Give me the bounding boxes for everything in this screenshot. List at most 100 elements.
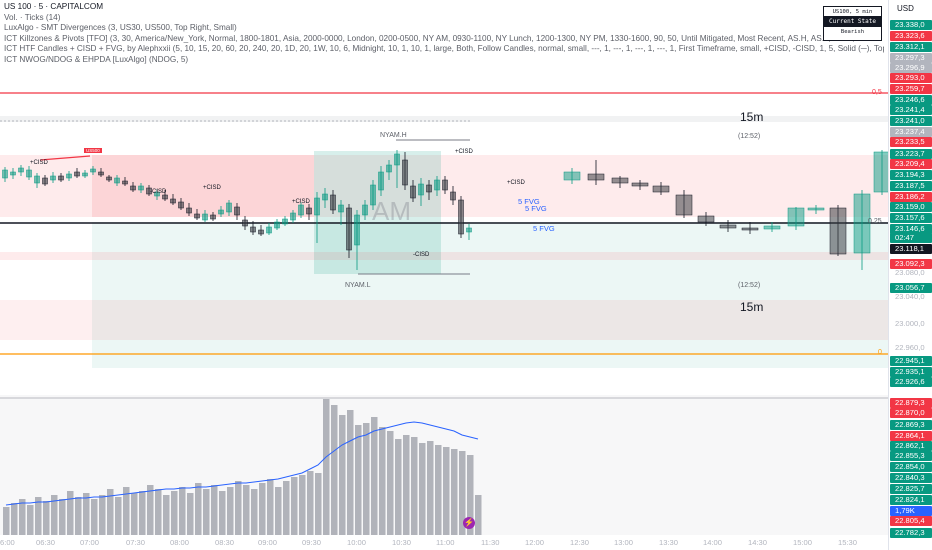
price-axis-label: 23.080,0: [895, 268, 925, 277]
htf-candle-body: [652, 185, 670, 193]
legend-smt[interactable]: LuxAlgo - SMT Divergences (3, US30, US50…: [4, 23, 237, 33]
candle-body: [290, 212, 296, 221]
price-axis-label: 23.040,0: [895, 292, 925, 301]
price-axis-label: 22.945,1: [890, 356, 932, 366]
volume-bar: [379, 427, 386, 535]
smt-panel-header: US100, 5 min: [824, 7, 881, 17]
price-axis-label: 22.855,3: [890, 451, 932, 461]
volume-ma-line: [5, 421, 479, 506]
volume-bar: [203, 489, 210, 535]
candle-body: [298, 204, 304, 216]
htf-candle-body: [611, 177, 629, 184]
price-axis-label: 23.223,7: [890, 149, 932, 159]
price-axis[interactable]: USD 23.338,0 23.323,6 23.312,1 23.297,3 23.2…: [888, 0, 932, 550]
volume-bar: [147, 485, 154, 535]
price-axis-label: 22.862,1: [890, 441, 932, 451]
killzone-am-label: AM: [372, 196, 411, 226]
legend-killzones[interactable]: ICT Killzones & Pivots [TFO] (3, 30, Ame…: [4, 33, 875, 43]
indicator-legend: US 100 · 5 · CAPITALCOM Vol. · Ticks (14…: [4, 2, 884, 66]
candle-body: [42, 177, 48, 185]
legend-volume[interactable]: Vol. · Ticks (14): [4, 12, 61, 22]
fvg-label-1: 5 FVG: [518, 197, 540, 206]
candle-body: [434, 179, 440, 191]
volume-bar: [355, 425, 362, 535]
candle-body: [242, 219, 248, 227]
price-axis-label: 23.194,3: [890, 170, 932, 180]
time-axis-label: 06:30: [36, 538, 56, 547]
candle-body: [202, 213, 208, 221]
volume-bar: [171, 491, 178, 535]
volume-bar: [331, 405, 338, 535]
candle-body: [74, 171, 80, 177]
htf-15m-top-label: 15m: [740, 110, 764, 124]
price-axis-label: 23.237,4: [890, 127, 932, 137]
candle-body: [234, 206, 240, 216]
candle-body: [450, 191, 456, 201]
price-axis-label: 22.840,3: [890, 473, 932, 483]
htf-15m-bottom-label: 15m: [740, 300, 764, 314]
price-axis-label: 23.312,1: [890, 42, 932, 52]
time-axis-label: 15:30: [838, 538, 858, 547]
volume-bar: [11, 503, 18, 535]
fib-label-quarter: 0,25: [868, 218, 882, 225]
chart-canvas[interactable]: US 100 · 5 · CAPITALCOM Vol. · Ticks (14…: [0, 0, 888, 550]
currency-label[interactable]: USD: [897, 4, 914, 13]
htf-candle-body: [787, 207, 805, 227]
candle-body: [186, 207, 192, 214]
price-axis-label: 23.157,6: [890, 213, 932, 223]
price-axis-label: 23.233,5: [890, 137, 932, 147]
htf-candle-body: [829, 207, 847, 255]
volume-bar: [187, 493, 194, 535]
candle-body: [346, 207, 352, 251]
price-axis-label: 22.879,3: [890, 398, 932, 408]
time-axis-label: 14:30: [748, 538, 768, 547]
time-axis-label: 07:00: [80, 538, 100, 547]
candle-body: [2, 169, 8, 179]
time-axis[interactable]: 6:00 06:30 07:00 07:30 08:00 08:30 09:00 09:30 1…: [0, 535, 888, 550]
price-axis-label: 22.926,6: [890, 377, 932, 387]
events-lightning-icon[interactable]: ⚡: [463, 517, 475, 529]
symbol-title[interactable]: US 100 · 5 · CAPITALCOM: [4, 2, 104, 11]
cisd-plus-label-2: +CISD: [203, 185, 221, 191]
legend-htf-candles[interactable]: ICT HTF Candles + CISD + FVG, by Alephxx…: [4, 44, 884, 54]
htf-candle-body: [873, 151, 888, 193]
candle-body: [394, 153, 400, 166]
volume-bar: [459, 451, 466, 535]
time-axis-label: 12:30: [570, 538, 590, 547]
killzone-short: [92, 155, 314, 217]
volume-bar: [387, 431, 394, 535]
volume-bar: [27, 505, 34, 535]
candle-body: [442, 179, 448, 191]
price-axis-label: 23.000,0: [895, 319, 925, 328]
price-chart-svg[interactable]: [0, 0, 888, 550]
candle-body: [154, 191, 160, 197]
price-axis-label: 23.186,2: [890, 192, 932, 202]
time-axis-label: 13:30: [659, 538, 679, 547]
volume-bar: [403, 435, 410, 535]
candle-body: [402, 159, 408, 186]
candle-body: [106, 176, 112, 181]
price-axis-label: 22.869,3: [890, 420, 932, 430]
smt-state-panel: US100, 5 min Current State Bearish: [823, 6, 882, 41]
candle-body: [314, 197, 320, 216]
volume-bar: [427, 441, 434, 535]
volume-bar: [219, 491, 226, 535]
candle-body: [218, 209, 224, 215]
candle-body: [146, 187, 152, 195]
time-axis-label: 15:00: [793, 538, 813, 547]
candle-body: [210, 214, 216, 220]
price-axis-label: 22.854,0: [890, 462, 932, 472]
time-axis-label: 12:00: [525, 538, 545, 547]
htf-candle-body: [631, 182, 649, 187]
volume-bar: [475, 495, 482, 535]
volume-bar: [123, 487, 130, 535]
candle-body: [370, 184, 376, 206]
time-axis-label: 13:00: [614, 538, 634, 547]
volume-bar: [467, 455, 474, 535]
time-axis-label: 09:30: [302, 538, 322, 547]
price-axis-label: 22.870,0: [890, 408, 932, 418]
cisd-plus-label-5: +CISD: [507, 180, 525, 186]
candle-body: [34, 175, 40, 184]
legend-nwog[interactable]: ICT NWOG/NDOG & EHPDA [LuxAlgo] (NDOG, 5…: [4, 54, 189, 64]
fib-label-half: 0,5: [872, 89, 882, 96]
